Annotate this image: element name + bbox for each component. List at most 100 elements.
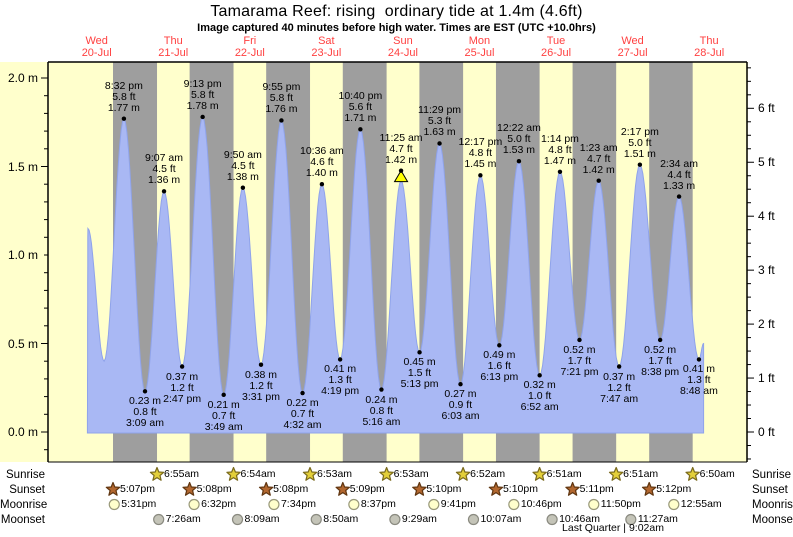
sunset-time: 5:10pm (502, 483, 538, 495)
tide-label-line: 1.76 m (265, 103, 298, 116)
y-axis-right-label: 4 ft (758, 209, 775, 224)
tide-point-dot (358, 127, 363, 132)
moonset-time: 10:07am (480, 513, 522, 525)
tide-label-line: 1.6 ft (487, 360, 511, 373)
sunset-icon (258, 481, 274, 496)
tide-label-line: 10:40 pm (338, 90, 383, 103)
y-axis-right-label: 3 ft (758, 263, 775, 278)
y-axis-right-label: 1 ft (758, 371, 775, 386)
tide-label-line: 9:55 pm (262, 81, 301, 94)
tide-point-dot (337, 357, 343, 362)
moonset-icon (546, 513, 558, 526)
day-date: 24-Jul (387, 47, 418, 59)
astro-row-label-right: Moonset (752, 513, 793, 526)
tide-high-label: 1:14 pm 4.8 ft 1.47 m (532, 133, 588, 167)
tide-label-line: 0.32 m (523, 379, 556, 392)
day-name: Fri (243, 35, 257, 47)
tide-point-dot (437, 141, 442, 146)
sunrise-time: 6:55am (164, 468, 200, 480)
tide-high-label: 1:23 am 4.7 ft 1.42 m (571, 142, 627, 176)
astro-row-label-right: Sunrise (752, 468, 791, 481)
moonset-time: 8:50am (323, 513, 359, 525)
sunrise-time: 6:51am (623, 468, 659, 480)
moonset-icon (625, 513, 637, 526)
tide-label-line: 0.22 m (286, 397, 319, 410)
tide-label-line: 1.3 ft (687, 374, 711, 387)
tide-point-dot (696, 357, 702, 362)
sunrise-time: 6:53am (317, 468, 353, 480)
tide-label-line: 9:50 am (223, 148, 262, 161)
tide-label-line: 0.37 m (166, 370, 199, 383)
sunset-icon (565, 481, 580, 496)
tide-high-label: 2:34 am 4.4 ft 1.33 m (651, 158, 707, 192)
sunset-time: 5:07pm (120, 483, 156, 495)
astro-row-label-right: Sunset (752, 483, 788, 496)
tide-label-line: 0.41 m (682, 363, 715, 376)
y-axis-right-label: 6 ft (758, 101, 775, 116)
sunset-time: 5:12pm (656, 483, 692, 495)
tide-point-dot (596, 178, 601, 183)
tide-label-line: 8:32 pm (104, 79, 143, 92)
tide-point-dot (300, 390, 305, 396)
sunrise-time: 6:51am (546, 468, 582, 480)
tide-label-line: 0.41 m (324, 363, 357, 376)
tide-label-line: 4.7 ft (389, 142, 413, 155)
moonrise-icon (508, 498, 520, 511)
tide-label-line: 6:52 am (520, 401, 559, 414)
moonrise-icon (588, 498, 600, 511)
tide-point-dot (161, 189, 167, 194)
tide-label-line: 1.36 m (147, 174, 181, 187)
sunset-icon (182, 481, 197, 496)
tide-high-label: 9:55 pm 5.8 ft 1.76 m (253, 82, 309, 115)
sunset-icon (488, 481, 504, 496)
moonset-icon (231, 513, 244, 526)
tide-point-dot (279, 118, 284, 123)
y-axis-right-label: 5 ft (758, 155, 775, 170)
tide-label-line: 12:17 pm (458, 136, 503, 149)
tide-low-label: 0.37 m 1.2 ft 2:47 pm (154, 370, 210, 405)
moonset-icon (153, 513, 165, 526)
sunset-icon (335, 481, 350, 496)
tide-label-line: 5.0 ft (507, 133, 531, 146)
y-axis-left-label: 1.0 m (7, 248, 38, 262)
tide-low-label: 0.23 m 0.8 ft 3:09 am (117, 396, 173, 429)
day-header: Sun 24-Jul (369, 35, 437, 59)
tide-point-dot (516, 158, 522, 164)
tide-label-line: 8:48 am (679, 385, 718, 398)
moonrise-icon (268, 498, 280, 511)
tide-label-line: 5.8 ft (269, 92, 294, 105)
y-axis-left-label: 2.0 m (7, 71, 38, 85)
tide-label-line: 5:13 pm (400, 378, 439, 391)
day-date: 23-Jul (311, 47, 342, 59)
moonrise-icon (348, 498, 360, 511)
sunrise-icon (685, 466, 700, 481)
sunrise-icon (226, 466, 241, 481)
tide-label-line: 1.53 m (502, 144, 535, 157)
tide-label-line: 1.3 ft (328, 374, 352, 387)
day-date: 27-Jul (617, 47, 648, 59)
y-axis-left-label: 0.0 m (7, 425, 38, 439)
tide-label-line: 4.5 ft (231, 159, 255, 172)
tide-low-label: 0.21 m 0.7 ft 3:49 am (196, 399, 252, 433)
moonrise-icon (668, 498, 680, 511)
tide-label-line: 6:13 pm (480, 371, 519, 384)
moonrise-time: 12:55am (680, 498, 722, 510)
tide-label-line: 1.2 ft (607, 381, 631, 394)
tide-label-line: 0.8 ft (369, 404, 394, 417)
moonrise-time: 8:37pm (360, 498, 396, 510)
tide-high-label: 2:17 pm 5.0 ft 1.51 m (612, 126, 668, 160)
sunset-time: 5:10pm (426, 483, 462, 495)
tide-label-line: 0.7 ft (290, 408, 315, 421)
tide-label-line: 5.0 ft (628, 136, 652, 149)
tide-high-label: 9:13 pm 5.8 ft 1.78 m (175, 78, 231, 112)
tide-label-line: 4.8 ft (548, 143, 572, 156)
tide-point-dot (458, 382, 463, 387)
sunset-icon (641, 481, 657, 496)
day-header: Thu 28-Jul (675, 35, 743, 59)
sunset-icon (412, 481, 427, 496)
day-name: Wed (85, 35, 108, 47)
tide-label-line: 0.7 ft (212, 409, 236, 422)
tide-label-line: 4.6 ft (310, 156, 334, 169)
tide-label-line: 1.47 m (543, 154, 577, 167)
tide-label-line: 0.52 m (644, 343, 677, 356)
